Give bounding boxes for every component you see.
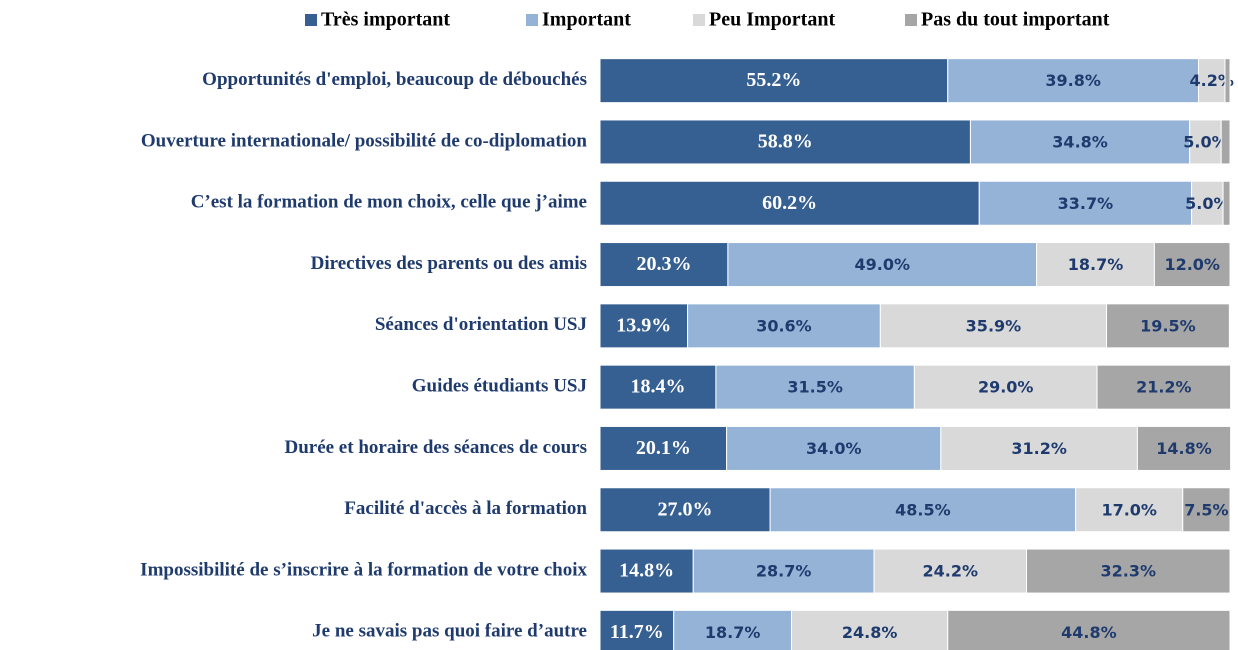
legend-label: Important (542, 9, 631, 31)
bar-segment (947, 58, 1200, 104)
data-label: 12.0% (1164, 255, 1220, 274)
legend-swatch (693, 14, 705, 26)
data-label: 14.8% (619, 560, 674, 582)
data-label: 32.3% (1100, 562, 1156, 581)
y-tick-label: Guides étudiants USJ (412, 376, 587, 397)
bar-segment (673, 609, 793, 650)
data-label: 5.0% (1183, 132, 1227, 151)
data-label: 5.0% (1185, 194, 1229, 213)
data-label: 29.0% (978, 378, 1034, 397)
bar-segment (1220, 119, 1231, 165)
y-tick-label: Facilité d'accès à la formation (344, 498, 587, 519)
data-label: 35.9% (966, 316, 1022, 335)
y-tick-label: C’est la formation de mon choix, celle q… (191, 192, 587, 213)
legend-label: Très important (321, 9, 450, 31)
bar-segment (1198, 58, 1226, 104)
y-tick-label: Directives des parents ou des amis (311, 253, 587, 274)
bar-segment (1224, 58, 1231, 104)
legend-swatch (526, 14, 538, 26)
bar-segment (599, 609, 675, 650)
bar-segment (1075, 487, 1184, 533)
data-label: 44.8% (1061, 623, 1117, 642)
y-tick-label: Opportunités d'emploi, beaucoup de débou… (202, 69, 587, 90)
y-tick-label: Je ne savais pas quoi faire d’autre (312, 621, 587, 642)
data-label: 60.2% (762, 192, 817, 214)
data-label: 24.8% (842, 623, 898, 642)
data-label: 19.5% (1140, 316, 1196, 335)
data-label: 31.5% (787, 378, 843, 397)
bar-segment (726, 425, 942, 471)
data-label: 30.6% (756, 316, 812, 335)
bar-segment (940, 425, 1138, 471)
bar-segment (1106, 303, 1230, 349)
bar-segment (1153, 242, 1231, 288)
data-label: 17.0% (1101, 500, 1157, 519)
data-label: 28.7% (756, 562, 812, 581)
legend-swatch (905, 14, 917, 26)
y-tick-label: Impossibilité de s’inscrire à la formati… (140, 559, 587, 580)
bar-segment (978, 180, 1193, 226)
data-label: 20.3% (636, 253, 691, 275)
data-label: 55.2% (746, 69, 801, 91)
bar-segment (1189, 119, 1222, 165)
data-label: 24.2% (923, 562, 979, 581)
bar-segment (969, 119, 1191, 165)
bar-segment (687, 303, 881, 349)
bar-segment (1096, 364, 1232, 410)
bar-segment (599, 425, 728, 471)
bar-segment (599, 548, 694, 594)
data-label: 34.8% (1052, 132, 1108, 151)
data-label: 39.8% (1045, 71, 1101, 90)
bar-segment (599, 180, 980, 226)
y-tick-label: Séances d'orientation USJ (375, 314, 587, 335)
bar-segment (599, 58, 949, 104)
bar-segment (913, 364, 1098, 410)
data-label: 7.5% (1184, 500, 1228, 519)
data-label: 33.7% (1058, 194, 1114, 213)
data-label: 21.2% (1136, 378, 1192, 397)
bar-segment (947, 609, 1231, 650)
data-label: 4.2% (1190, 71, 1234, 90)
data-label: 14.8% (1156, 439, 1212, 458)
legend-swatch (305, 14, 317, 26)
bar-segment (715, 364, 915, 410)
bar-segment (879, 303, 1108, 349)
y-tick-label: Ouverture internationale/ possibilité de… (141, 130, 588, 151)
bar-segment (1191, 180, 1224, 226)
data-label: 31.2% (1011, 439, 1067, 458)
data-label: 18.7% (1068, 255, 1124, 274)
bar-segment (599, 364, 717, 410)
bar-segment (599, 487, 771, 533)
data-label: 49.0% (854, 255, 910, 274)
bar-segment (1182, 487, 1231, 533)
data-label: 18.4% (630, 376, 685, 398)
data-label: 58.8% (758, 131, 813, 153)
data-label: 11.7% (610, 621, 664, 643)
data-label: 18.7% (705, 623, 761, 642)
bar-segment (873, 548, 1028, 594)
bar-segment (727, 242, 1038, 288)
legend-label: Peu Important (709, 9, 835, 31)
legend-label: Pas du tout important (921, 9, 1110, 31)
data-label: 27.0% (658, 498, 713, 520)
bar-segment (769, 487, 1077, 533)
data-label: 13.9% (616, 314, 671, 336)
bar-segment (791, 609, 949, 650)
bar-segment (1136, 425, 1232, 471)
data-label: 34.0% (806, 439, 862, 458)
data-label: 20.1% (636, 437, 691, 459)
bar-segment (1026, 548, 1231, 594)
y-tick-label: Durée et horaire des séances de cours (284, 437, 587, 458)
data-label: 48.5% (895, 500, 951, 519)
bar-segment (1222, 180, 1231, 226)
